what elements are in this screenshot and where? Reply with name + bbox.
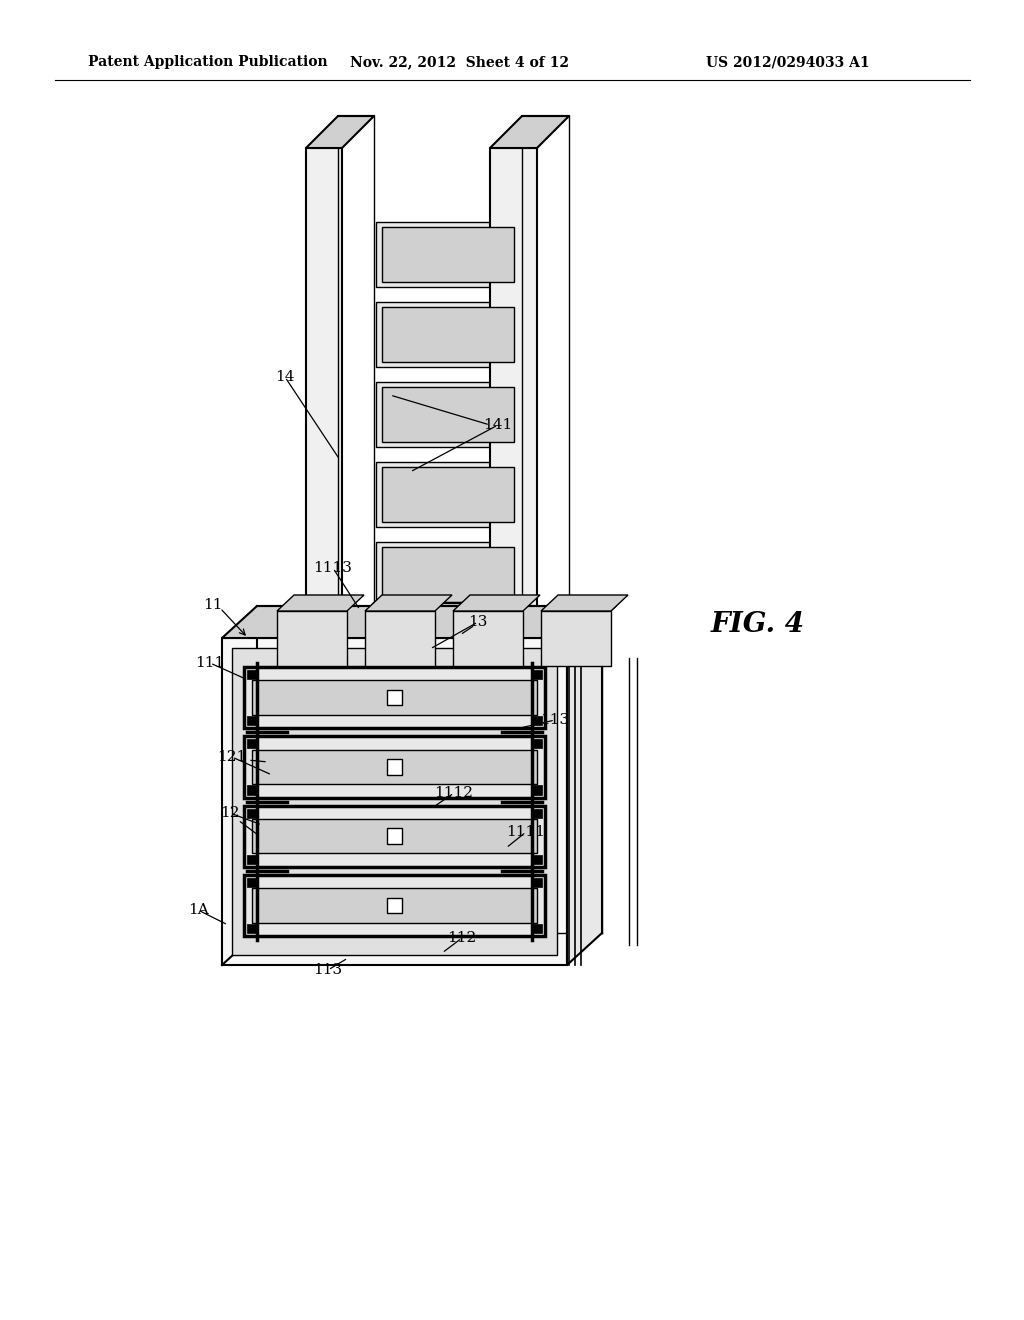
Text: US 2012/0294033 A1: US 2012/0294033 A1 (707, 55, 870, 69)
Text: 12: 12 (220, 807, 240, 820)
Polygon shape (247, 715, 256, 725)
Polygon shape (387, 690, 402, 705)
Polygon shape (232, 648, 557, 954)
Polygon shape (376, 302, 520, 367)
Polygon shape (365, 611, 435, 667)
Polygon shape (278, 595, 364, 611)
Polygon shape (453, 595, 540, 611)
Text: 14: 14 (275, 370, 295, 384)
Polygon shape (382, 387, 514, 442)
Polygon shape (490, 116, 569, 148)
Polygon shape (222, 638, 567, 965)
Text: 112: 112 (447, 931, 476, 945)
Polygon shape (306, 148, 342, 649)
Text: 111: 111 (196, 656, 224, 671)
Polygon shape (244, 875, 545, 936)
Polygon shape (252, 818, 537, 853)
Text: 1111: 1111 (507, 825, 546, 840)
Polygon shape (387, 829, 402, 843)
Polygon shape (365, 595, 452, 611)
Polygon shape (247, 808, 256, 817)
Text: FIG. 4: FIG. 4 (711, 611, 805, 639)
Polygon shape (453, 611, 523, 667)
Polygon shape (532, 785, 542, 795)
Text: 1113: 1113 (313, 561, 352, 576)
Polygon shape (306, 116, 374, 148)
Text: 121: 121 (217, 750, 247, 764)
Polygon shape (247, 739, 256, 748)
Polygon shape (567, 606, 602, 965)
Text: Nov. 22, 2012  Sheet 4 of 12: Nov. 22, 2012 Sheet 4 of 12 (350, 55, 569, 69)
Polygon shape (342, 635, 490, 665)
Polygon shape (376, 381, 520, 447)
Polygon shape (382, 308, 514, 362)
Polygon shape (532, 924, 542, 933)
Polygon shape (252, 888, 537, 923)
Polygon shape (247, 878, 256, 887)
Polygon shape (532, 808, 542, 817)
Polygon shape (247, 924, 256, 933)
Polygon shape (541, 595, 628, 611)
Text: 13: 13 (468, 615, 487, 630)
Text: 113: 113 (313, 964, 343, 977)
Polygon shape (532, 878, 542, 887)
Text: 1112: 1112 (434, 785, 473, 800)
Polygon shape (382, 467, 514, 521)
Polygon shape (252, 681, 537, 714)
Polygon shape (342, 603, 522, 635)
Polygon shape (247, 854, 256, 863)
Polygon shape (387, 759, 402, 775)
Polygon shape (490, 148, 537, 649)
Polygon shape (222, 606, 602, 638)
Polygon shape (376, 222, 520, 286)
Text: 11: 11 (203, 598, 223, 612)
Polygon shape (244, 667, 545, 729)
Polygon shape (532, 671, 542, 680)
Text: 141: 141 (483, 418, 513, 432)
Polygon shape (278, 611, 347, 667)
Polygon shape (387, 898, 402, 913)
Polygon shape (252, 750, 537, 784)
Polygon shape (376, 462, 520, 527)
Polygon shape (376, 543, 520, 607)
Polygon shape (532, 854, 542, 863)
Polygon shape (541, 611, 611, 667)
Polygon shape (382, 546, 514, 602)
Polygon shape (244, 805, 545, 867)
Polygon shape (244, 737, 545, 797)
Text: Patent Application Publication: Patent Application Publication (88, 55, 328, 69)
Text: 1A: 1A (187, 903, 208, 917)
Polygon shape (247, 785, 256, 795)
Polygon shape (532, 715, 542, 725)
Polygon shape (532, 739, 542, 748)
Text: 113: 113 (541, 713, 569, 727)
Polygon shape (247, 671, 256, 680)
Polygon shape (382, 227, 514, 282)
